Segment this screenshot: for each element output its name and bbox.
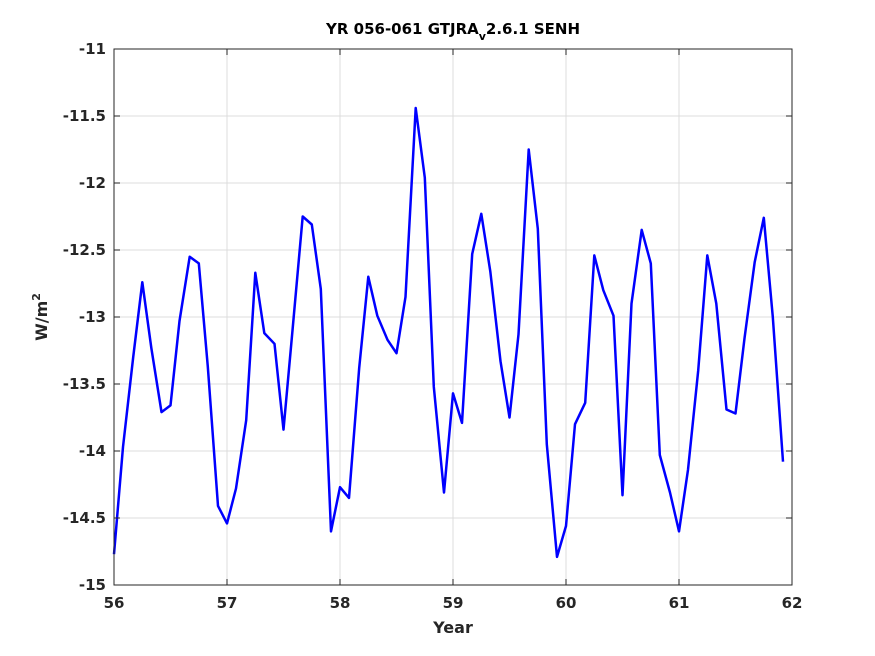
x-tick-label: 58 — [330, 594, 351, 612]
y-tick-label: -15 — [79, 576, 106, 594]
y-tick-label: -11.5 — [63, 107, 106, 125]
chart-title: YR 056-061 GTJRAv2.6.1 SENH — [325, 20, 580, 43]
x-tick-label: 56 — [104, 594, 125, 612]
y-axis-title: W/m2 — [30, 293, 51, 341]
y-tick-label: -12.5 — [63, 241, 106, 259]
y-tick-label: -14 — [79, 442, 106, 460]
y-tick-label: -12 — [79, 174, 106, 192]
chart-title-subscript: v — [479, 30, 487, 43]
series-line — [112, 106, 785, 559]
x-tick-label: 59 — [443, 594, 464, 612]
x-axis-title: Year — [432, 618, 473, 637]
axis-ticks: 56 57 58 59 60 61 62 -11 -11.5 -12 -12.5 -13 -13.5 -1… — [63, 40, 803, 612]
y-axis-title-superscript: 2 — [30, 293, 43, 301]
chart-title-suffix: 2.6.1 SENH — [486, 20, 580, 38]
y-tick-label: -13 — [79, 308, 106, 326]
y-tick-label: -11 — [79, 40, 106, 58]
y-tick-label: -13.5 — [63, 375, 106, 393]
x-tick-label: 60 — [556, 594, 577, 612]
x-tick-label: 57 — [217, 594, 238, 612]
x-tick-label: 61 — [669, 594, 690, 612]
x-tick-label: 62 — [782, 594, 803, 612]
y-tick-label: -14.5 — [63, 509, 106, 527]
